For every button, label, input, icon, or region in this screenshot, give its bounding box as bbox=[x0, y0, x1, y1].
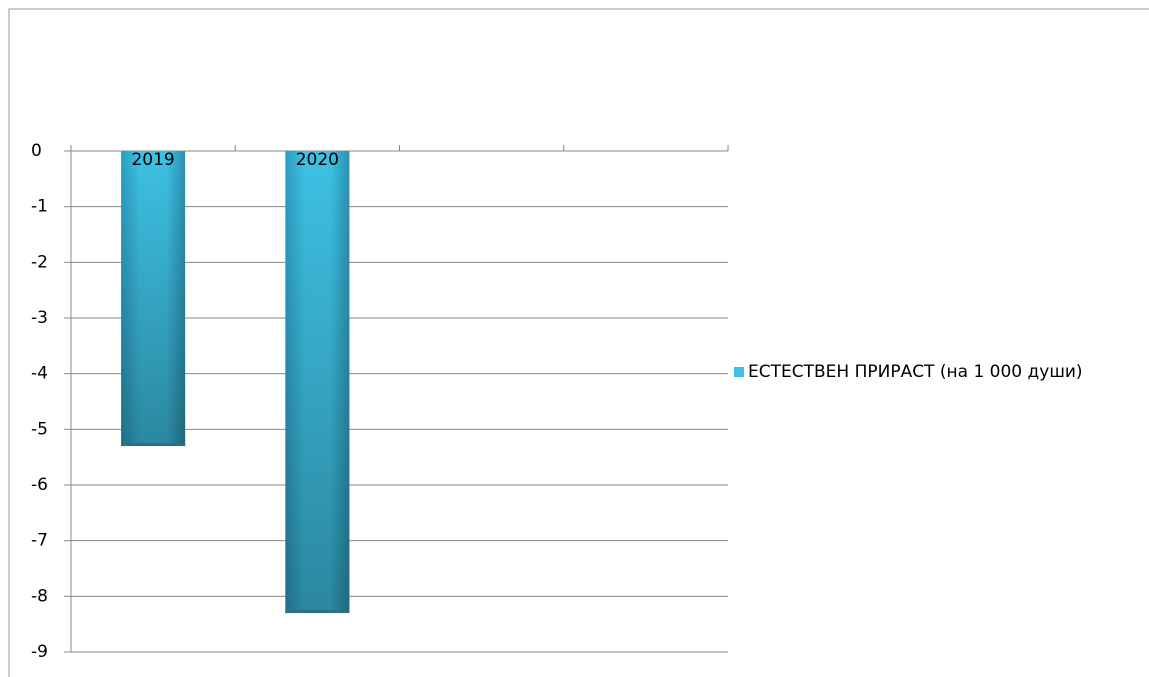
x-tick-label: 2020 bbox=[296, 150, 339, 170]
bar-bottom bbox=[285, 610, 350, 614]
y-tick-label: -8 bbox=[31, 586, 48, 606]
chart-border bbox=[8, 8, 1149, 677]
y-tick-label: -3 bbox=[31, 308, 48, 328]
y-tick-label: -7 bbox=[31, 531, 48, 551]
legend: ЕСТЕСТВЕН ПРИРАСТ (на 1 000 души) bbox=[734, 358, 1139, 387]
y-tick-label: -1 bbox=[31, 197, 48, 217]
y-tick-label: -6 bbox=[31, 475, 48, 495]
y-tick-label: -9 bbox=[31, 642, 48, 662]
y-tick-label: -4 bbox=[31, 364, 48, 384]
legend-swatch bbox=[734, 367, 744, 377]
y-tick-label: -5 bbox=[31, 419, 48, 439]
x-tick-label: 2019 bbox=[131, 150, 174, 170]
bar-shade bbox=[285, 151, 350, 614]
y-tick-label: 0 bbox=[31, 141, 42, 161]
bar-bottom bbox=[121, 443, 186, 447]
legend-label: ЕСТЕСТВЕН ПРИРАСТ (на 1 000 души) bbox=[748, 362, 1083, 382]
bar-shade bbox=[121, 151, 186, 447]
y-tick-label: -2 bbox=[31, 252, 48, 272]
